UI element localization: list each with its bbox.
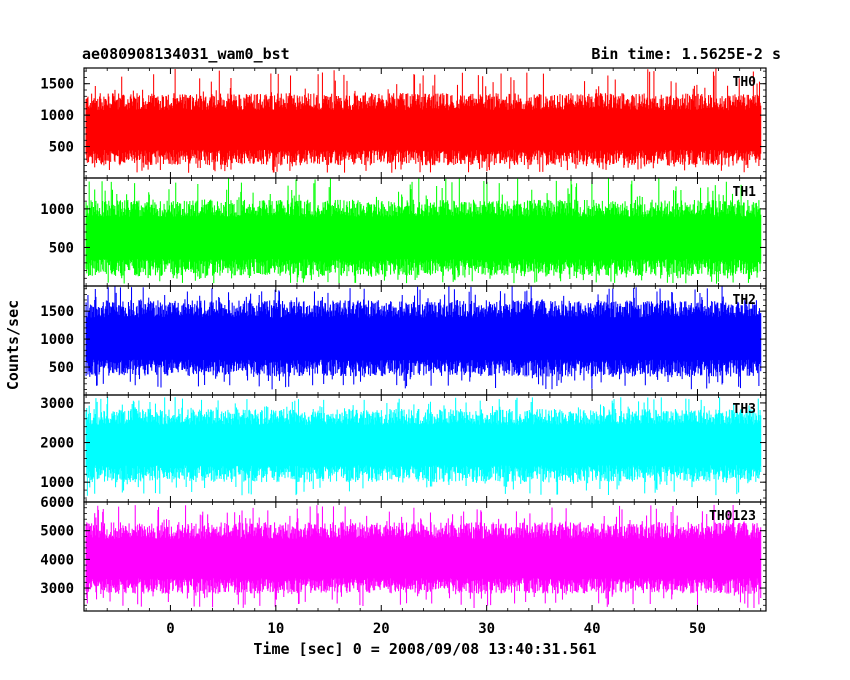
- series-th3-trace: [85, 397, 762, 496]
- x-tick-label: 20: [373, 621, 390, 637]
- y-tick-label: 1000: [40, 202, 74, 218]
- x-tick-label: 10: [267, 621, 284, 637]
- x-axis-label: Time [sec] 0 = 2008/09/08 13:40:31.561: [253, 640, 596, 658]
- y-tick-label: 3000: [40, 581, 74, 597]
- chart-title: ae080908134031_wam0_bst: [82, 45, 290, 63]
- panel-frame: [83, 501, 767, 612]
- series-th0123-trace: [85, 504, 762, 609]
- panel-th0: 500 1000 1500 TH0: [40, 67, 767, 179]
- x-tick-label: 30: [478, 621, 495, 637]
- series-th1-trace: [85, 178, 762, 284]
- y-tick-label: 5000: [40, 524, 74, 540]
- y-tick-label: 1000: [40, 108, 74, 124]
- x-tick-label: 40: [584, 621, 601, 637]
- panel-th3: 1000 2000 3000 TH3: [40, 394, 767, 503]
- y-tick-label: 500: [49, 360, 74, 376]
- y-axis-label: Counts/sec: [4, 300, 22, 390]
- y-tick-label: 1000: [40, 332, 74, 348]
- panel-label-th2: TH2: [733, 293, 756, 308]
- panel-label-th3: TH3: [733, 402, 756, 417]
- y-tick-label: 500: [49, 240, 74, 256]
- x-tick-label: 50: [689, 621, 706, 637]
- y-tick-label: 1500: [40, 77, 74, 93]
- panel-label-th1: TH1: [733, 185, 757, 200]
- y-tick-label: 500: [49, 140, 74, 156]
- panel-label-th0123: TH0123: [709, 509, 756, 524]
- bin-time-label: Bin time: 1.5625E-2 s: [591, 45, 781, 63]
- y-tick-label: 2000: [40, 436, 74, 452]
- panel-th0123: 3000 4000 5000 6000 TH0123: [40, 495, 767, 612]
- y-tick-label: 1000: [40, 475, 74, 491]
- series-th2-trace: [85, 286, 762, 390]
- y-tick-label: 3000: [40, 396, 74, 412]
- y-tick-label: 1500: [40, 304, 74, 320]
- panel-label-th0: TH0: [733, 75, 757, 90]
- y-tick-label: 6000: [40, 495, 74, 511]
- y-tick-label: 4000: [40, 552, 74, 568]
- series-th0-trace: [85, 68, 762, 173]
- panel-th2: 500 1000 1500 TH2: [40, 285, 767, 396]
- panel-th1: 500 1000 TH1: [40, 177, 767, 287]
- x-tick-label: 0: [166, 621, 174, 637]
